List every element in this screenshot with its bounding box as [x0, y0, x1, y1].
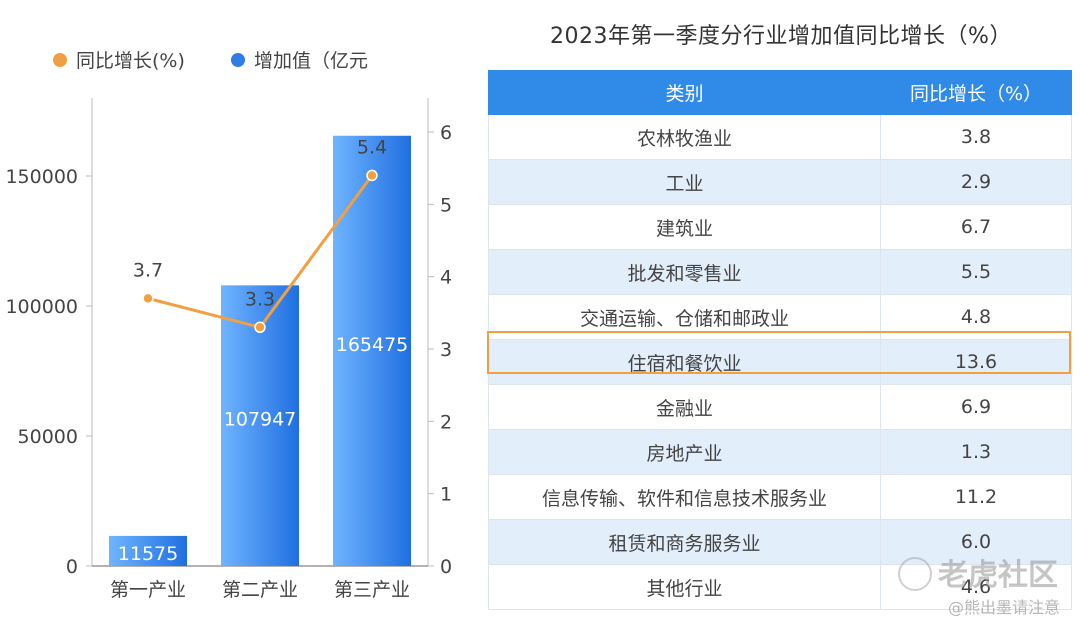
chart-axes: 0 50000 100000 150000 0 1 2 3 4 5 6 第一产业 第二产业 第三产业 — [5, 98, 452, 601]
line-label-2: 5.4 — [357, 136, 387, 158]
left-tick-label-100000: 100000 — [5, 296, 78, 318]
bar-label-0: 11575 — [118, 543, 178, 565]
bar-series: 11575 107947 165475 — [109, 135, 411, 566]
bar-label-2: 165475 — [336, 334, 409, 356]
right-tick-label-6: 6 — [440, 122, 452, 144]
growth-table: 类别 同比增长（%） 农林牧渔业 3.8 工业 2.9 建筑业 6.7 批发和零售业 5.5 交… — [488, 70, 1072, 610]
table-row: 交通运输、仓储和邮政业 4.8 — [488, 294, 1072, 340]
left-tick-label-150000: 150000 — [5, 166, 78, 188]
right-tick-label-5: 5 — [440, 194, 452, 216]
legend-item-1: 增加值（亿元 — [231, 50, 368, 72]
chart-legend: 同比增长(%) 增加值（亿元 — [53, 50, 368, 72]
legend-marker-0 — [53, 53, 67, 67]
watermark-logo: 老虎社区 — [898, 550, 1058, 594]
tiger-logo-icon — [898, 556, 932, 591]
table-row: 农林牧渔业 3.8 — [488, 114, 1072, 160]
table-row: 建筑业 6.7 — [488, 204, 1072, 250]
right-tick-label-2: 2 — [440, 411, 452, 433]
growth-table-container: 类别 同比增长（%） 农林牧渔业 3.8 工业 2.9 建筑业 6.7 批发和零售业 5.5 交… — [488, 70, 1072, 610]
right-tick-label-0: 0 — [440, 556, 452, 578]
bar-0 — [109, 535, 187, 566]
line-label-1: 3.3 — [245, 288, 275, 310]
header-category: 类别 — [488, 70, 881, 115]
category-label-2: 第三产业 — [334, 579, 410, 601]
legend-label-0: 同比增长(%) — [76, 50, 185, 72]
category-label-0: 第一产业 — [110, 579, 186, 601]
table-header-row: 类别 同比增长（%） — [488, 70, 1072, 115]
cell-category: 批发和零售业 — [488, 249, 881, 295]
left-tick-label-0: 0 — [66, 556, 78, 578]
cell-growth: 6.9 — [880, 384, 1072, 430]
table-row: 信息传输、软件和信息技术服务业 11.2 — [488, 474, 1072, 520]
legend-label-1: 增加值（亿元 — [254, 50, 368, 72]
legend-item-0: 同比增长(%) — [53, 50, 185, 72]
header-growth: 同比增长（%） — [880, 70, 1072, 115]
table-row: 住宿和餐饮业 13.6 — [488, 339, 1072, 385]
left-tick-label-50000: 50000 — [18, 426, 78, 448]
cell-growth: 1.3 — [880, 429, 1072, 475]
line-point-0 — [142, 292, 154, 305]
table-row: 房地产业 1.3 — [488, 429, 1072, 475]
combo-chart: 同比增长(%) 增加值（亿元 0 50000 100000 150000 0 1 2 3 4 5 6 第… — [5, 50, 452, 601]
cell-growth: 3.8 — [880, 114, 1072, 160]
watermark-user: @熊出墨请注意 — [947, 598, 1060, 617]
cell-growth: 11.2 — [880, 474, 1072, 520]
table-row: 租赁和商务服务业 6.0 — [488, 519, 1072, 565]
right-tick-label-1: 1 — [440, 484, 452, 506]
cell-category: 工业 — [488, 159, 881, 205]
bar-label-1: 107947 — [224, 409, 297, 431]
cell-category: 住宿和餐饮业 — [488, 339, 881, 385]
cell-category: 信息传输、软件和信息技术服务业 — [488, 474, 881, 520]
cell-category: 租赁和商务服务业 — [488, 519, 881, 565]
right-tick-label-3: 3 — [440, 339, 452, 361]
table-row: 金融业 6.9 — [488, 384, 1072, 430]
bar-2 — [333, 135, 411, 566]
cell-growth: 13.6 — [880, 339, 1072, 385]
line-point-2 — [366, 169, 378, 182]
cell-category: 农林牧渔业 — [488, 114, 881, 160]
cell-growth: 6.7 — [880, 204, 1072, 250]
cell-category: 其他行业 — [488, 564, 881, 610]
cell-category: 房地产业 — [488, 429, 881, 475]
cell-growth: 4.8 — [880, 294, 1072, 340]
line-series: 3.7 3.3 5.4 — [133, 136, 387, 334]
category-label-1: 第二产业 — [222, 579, 298, 601]
cell-growth: 2.9 — [880, 159, 1072, 205]
table-row: 工业 2.9 — [488, 159, 1072, 205]
cell-category: 交通运输、仓储和邮政业 — [488, 294, 881, 340]
line-point-1 — [254, 321, 266, 334]
table-row: 其他行业 4.6 — [488, 564, 1072, 610]
table-title: 2023年第一季度分行业增加值同比增长（%） — [550, 24, 1012, 49]
table-body: 农林牧渔业 3.8 工业 2.9 建筑业 6.7 批发和零售业 5.5 交通运输、仓储和邮政业 4… — [488, 114, 1072, 610]
cell-growth: 5.5 — [880, 249, 1072, 295]
cell-category: 建筑业 — [488, 204, 881, 250]
line-label-0: 3.7 — [133, 259, 163, 281]
legend-marker-1 — [231, 53, 245, 67]
right-tick-label-4: 4 — [440, 267, 452, 289]
cell-category: 金融业 — [488, 384, 881, 430]
table-row: 批发和零售业 5.5 — [488, 249, 1072, 295]
watermark-logo-text: 老虎社区 — [938, 558, 1058, 593]
